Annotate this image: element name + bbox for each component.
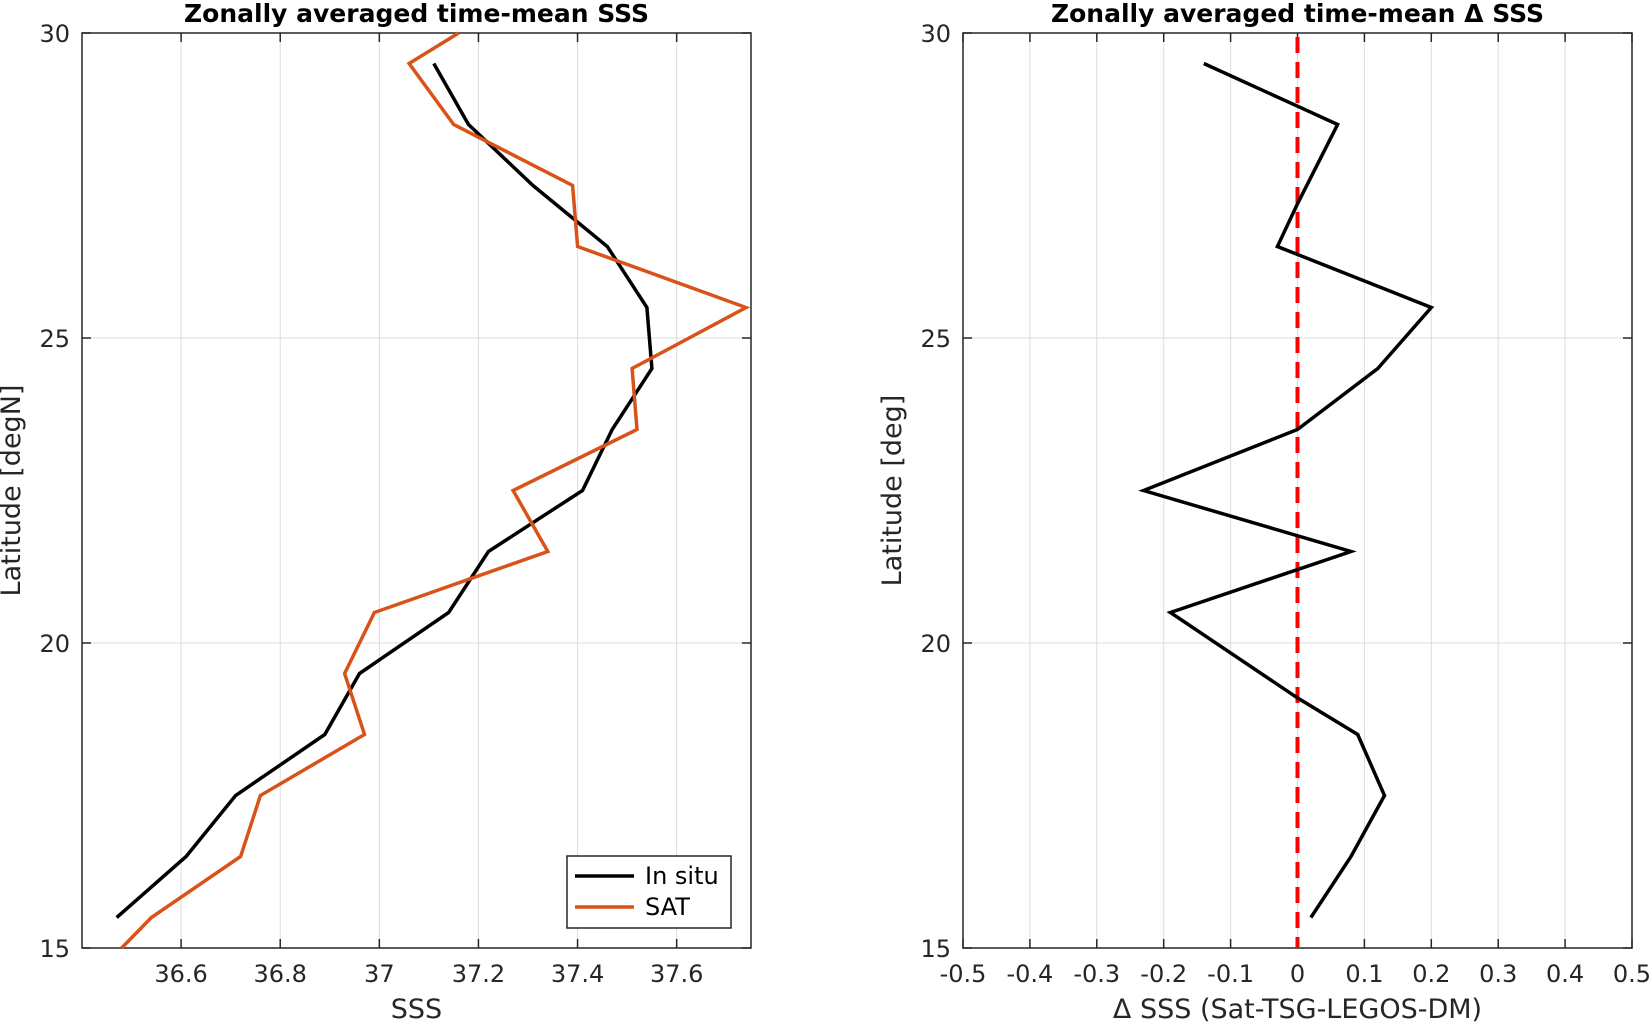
y-axis-label: Latitude [degN] bbox=[0, 385, 27, 597]
chart-title: Zonally averaged time-mean Δ SSS bbox=[1051, 0, 1544, 28]
x-axis-label: SSS bbox=[391, 994, 442, 1025]
series-line-in-situ bbox=[115, 62, 654, 919]
plot-frame bbox=[81, 32, 752, 949]
x-axis-label: Δ SSS (Sat-TSG-LEGOS-DM) bbox=[1113, 994, 1482, 1025]
y-axis-label: Latitude [deg] bbox=[877, 395, 908, 587]
x-tick-label: 37 bbox=[364, 960, 395, 988]
x-tick-label: -0.2 bbox=[1140, 960, 1187, 988]
legend-box bbox=[566, 855, 732, 929]
y-tick-label: 15 bbox=[39, 935, 70, 963]
x-tick-label: -0.1 bbox=[1207, 960, 1254, 988]
y-tick-label: 20 bbox=[920, 630, 951, 658]
x-tick-label: -0.3 bbox=[1073, 960, 1120, 988]
x-tick-label: 37.6 bbox=[650, 960, 703, 988]
series-line-0 bbox=[1138, 61, 1435, 919]
y-tick-label: 25 bbox=[39, 325, 70, 353]
x-tick-label: -0.4 bbox=[1006, 960, 1053, 988]
x-tick-label: 0.3 bbox=[1479, 960, 1517, 988]
x-tick-label: 0.4 bbox=[1546, 960, 1584, 988]
legend-label: In situ bbox=[645, 862, 719, 890]
x-tick-label: 37.2 bbox=[452, 960, 505, 988]
x-tick-label: 36.8 bbox=[254, 960, 307, 988]
x-tick-label: 37.4 bbox=[551, 960, 604, 988]
x-tick-label: 36.6 bbox=[154, 960, 207, 988]
y-tick-label: 25 bbox=[920, 325, 951, 353]
y-tick-label: 15 bbox=[920, 935, 951, 963]
sss-panel: 36.6 36.8 37 37.2 37.4 37.6 15 20 25 30 Zonally av… bbox=[0, 0, 752, 1025]
x-tick-label: 0.2 bbox=[1412, 960, 1450, 988]
x-tick-label: 0.1 bbox=[1345, 960, 1383, 988]
y-tick-label: 20 bbox=[39, 630, 70, 658]
y-tick-label: 30 bbox=[39, 20, 70, 48]
legend-label: SAT bbox=[645, 893, 690, 921]
x-tick-label: -0.5 bbox=[940, 960, 987, 988]
x-tick-label: 0.5 bbox=[1613, 960, 1651, 988]
series-line-sat bbox=[120, 31, 751, 950]
delta-sss-panel: -0.5 -0.4 -0.3 -0.2 -0.1 0 0.1 0.2 0.3 0.4 0.5 15 20… bbox=[877, 0, 1651, 1025]
y-tick-label: 30 bbox=[920, 20, 951, 48]
legend: In situ SAT bbox=[566, 855, 732, 929]
x-tick-label: 0 bbox=[1290, 960, 1305, 988]
chart-title: Zonally averaged time-mean SSS bbox=[184, 0, 649, 28]
